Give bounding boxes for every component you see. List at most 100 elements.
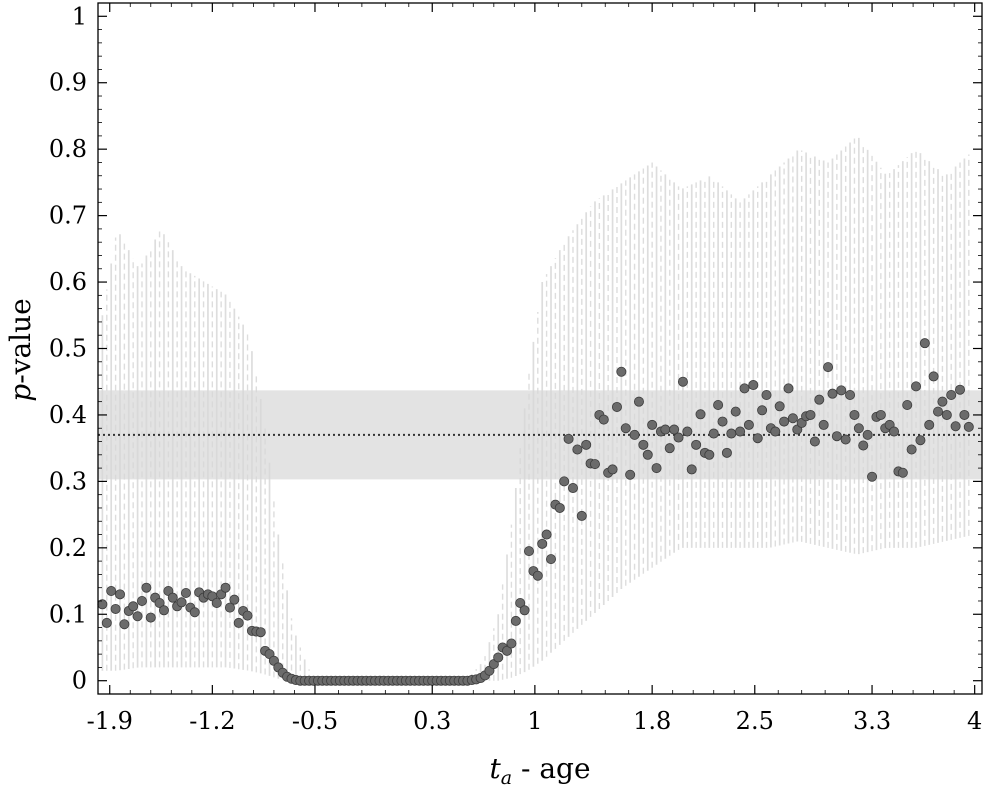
data-point bbox=[739, 383, 750, 394]
data-point bbox=[567, 483, 578, 494]
data-point bbox=[651, 463, 662, 474]
x-tick-label: 0.3 bbox=[413, 707, 451, 735]
data-point bbox=[541, 529, 552, 540]
data-point bbox=[849, 409, 860, 420]
data-point bbox=[682, 426, 693, 437]
data-point bbox=[519, 605, 530, 616]
data-point bbox=[845, 390, 856, 401]
data-point bbox=[805, 409, 816, 420]
y-tick-label: 0.9 bbox=[49, 69, 87, 97]
data-point bbox=[941, 409, 952, 420]
data-point bbox=[141, 582, 152, 593]
data-point bbox=[598, 414, 609, 425]
y-axis-title-symbol: p bbox=[4, 384, 37, 402]
data-point bbox=[831, 431, 842, 442]
data-point bbox=[616, 366, 627, 377]
data-point bbox=[224, 602, 235, 613]
data-point bbox=[787, 413, 798, 424]
y-tick-label: 0 bbox=[72, 667, 87, 695]
y-tick-label: 0.3 bbox=[49, 467, 87, 495]
data-point bbox=[106, 586, 117, 597]
data-point bbox=[629, 429, 640, 440]
x-tick-label: -1.2 bbox=[189, 707, 235, 735]
data-point bbox=[937, 396, 948, 407]
data-point bbox=[559, 476, 570, 487]
data-point bbox=[897, 467, 908, 478]
x-tick-label: 4 bbox=[967, 707, 982, 735]
data-point bbox=[220, 582, 231, 593]
y-tick-label: 0.4 bbox=[49, 401, 87, 429]
x-axis-title: ta - age bbox=[489, 752, 590, 786]
y-tick-label: 1 bbox=[72, 2, 87, 30]
data-point bbox=[189, 607, 200, 618]
data-point bbox=[924, 419, 935, 430]
data-point bbox=[721, 447, 732, 458]
data-point bbox=[515, 597, 526, 608]
data-point bbox=[664, 443, 675, 454]
data-point bbox=[906, 444, 917, 455]
x-tick-label: 1.8 bbox=[633, 707, 671, 735]
data-point bbox=[242, 610, 253, 621]
data-point bbox=[889, 426, 900, 437]
data-point bbox=[761, 390, 772, 401]
data-point bbox=[611, 401, 622, 412]
data-point bbox=[255, 627, 266, 638]
data-point bbox=[576, 510, 587, 521]
data-point bbox=[524, 546, 535, 557]
data-point bbox=[836, 385, 847, 396]
data-point bbox=[919, 338, 930, 349]
data-point bbox=[660, 424, 671, 435]
data-point bbox=[902, 399, 913, 410]
data-point bbox=[735, 426, 746, 437]
data-point bbox=[132, 611, 143, 622]
x-tick-label: 2.5 bbox=[736, 707, 774, 735]
data-point bbox=[167, 592, 178, 603]
data-point bbox=[233, 617, 244, 628]
x-tick-label: 1 bbox=[527, 707, 542, 735]
data-point bbox=[211, 597, 222, 608]
data-point bbox=[686, 464, 697, 475]
data-point bbox=[946, 390, 957, 401]
data-point bbox=[537, 538, 548, 549]
data-point bbox=[493, 652, 504, 663]
x-tick-label: -1.9 bbox=[87, 707, 133, 735]
x-axis-title-symbol: t bbox=[489, 752, 501, 785]
data-point bbox=[717, 416, 728, 427]
data-point bbox=[695, 409, 706, 420]
data-point bbox=[673, 432, 684, 443]
data-point bbox=[827, 388, 838, 399]
data-point bbox=[858, 440, 869, 451]
data-point bbox=[757, 405, 768, 416]
data-point bbox=[677, 376, 688, 387]
y-tick-label: 0.7 bbox=[49, 202, 87, 230]
data-point bbox=[554, 502, 565, 513]
data-point bbox=[607, 464, 618, 475]
data-point bbox=[510, 615, 521, 626]
y-axis-title-text: -value bbox=[4, 298, 37, 384]
data-point bbox=[730, 406, 741, 417]
data-point bbox=[638, 439, 649, 450]
data-point bbox=[814, 394, 825, 405]
tick-mark-layer bbox=[98, 3, 982, 694]
y-tick-label: 0.6 bbox=[49, 268, 87, 296]
data-point bbox=[928, 371, 939, 382]
data-point bbox=[136, 595, 147, 606]
data-point bbox=[774, 401, 785, 412]
data-point bbox=[110, 603, 121, 614]
data-point bbox=[875, 409, 886, 420]
data-point bbox=[158, 605, 169, 616]
data-point bbox=[770, 426, 781, 437]
data-point bbox=[853, 423, 864, 434]
x-tick-label: -0.5 bbox=[292, 707, 338, 735]
data-point bbox=[713, 399, 724, 410]
data-point bbox=[963, 421, 974, 432]
data-point bbox=[823, 362, 834, 373]
data-point bbox=[119, 619, 130, 630]
data-point bbox=[642, 449, 653, 460]
x-axis-title-text: - age bbox=[512, 752, 590, 785]
data-point bbox=[502, 645, 513, 656]
x-tick-labels: -1.9 -1.2 -0.5 0.3 1 1.8 2.5 3.3 4 bbox=[87, 707, 983, 735]
y-axis-title: p-value bbox=[4, 298, 37, 401]
data-point bbox=[704, 449, 715, 460]
